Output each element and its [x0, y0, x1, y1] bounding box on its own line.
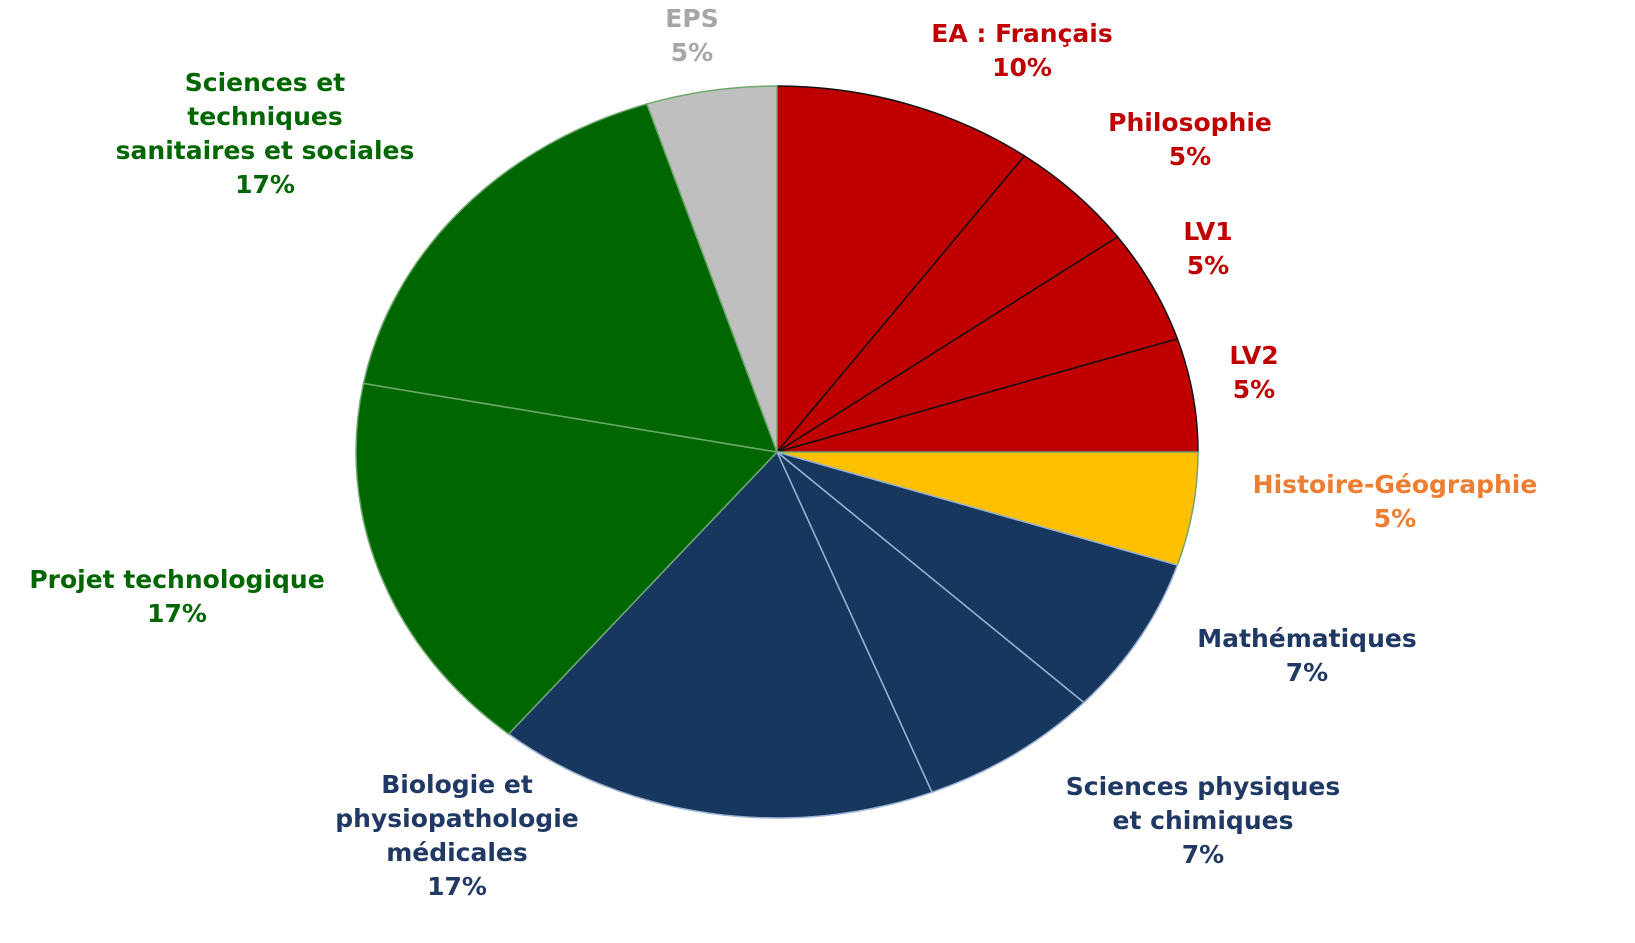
pie-slice	[776, 85, 1026, 455]
label-line: et chimiques	[1113, 806, 1294, 835]
pie-slice	[362, 103, 779, 453]
slice-percent: 7%	[1286, 658, 1328, 687]
label-line: physiopathologie	[335, 804, 578, 833]
slice-label: Sciences physiques et chimiques	[1066, 772, 1340, 835]
pie-slice	[507, 450, 934, 819]
pie-slice	[776, 451, 1086, 794]
label-line: Sciences et	[185, 68, 345, 97]
label-line: sanitaires et sociales	[116, 136, 415, 165]
slice-percent: 5%	[1374, 504, 1416, 533]
slice-label: Mathématiques	[1197, 624, 1416, 653]
slice-percent: 17%	[427, 872, 487, 901]
label-line: Sciences physiques	[1066, 772, 1340, 801]
pie-slice	[645, 85, 778, 453]
slice-label: Sciences et techniques sanitaires et socia…	[116, 68, 415, 165]
slice-percent: 5%	[1233, 375, 1275, 404]
label-line: LV2	[1229, 341, 1278, 370]
label-line: EA : Français	[931, 19, 1112, 48]
label-line: techniques	[187, 102, 342, 131]
slice-label: EA : Français	[931, 19, 1112, 48]
label-line: Mathématiques	[1197, 624, 1416, 653]
slice-percent: 7%	[1182, 840, 1224, 869]
slice-label: Histoire-Géographie	[1253, 470, 1538, 499]
slice-label: Philosophie	[1108, 108, 1272, 137]
slice-percent: 17%	[235, 170, 295, 199]
slice-percent: 5%	[1187, 251, 1229, 280]
slice-label: LV1	[1183, 217, 1232, 246]
slice-label: Projet technologique	[29, 565, 324, 594]
label-line: médicales	[386, 838, 528, 867]
label-line: Philosophie	[1108, 108, 1272, 137]
slice-percent: 10%	[992, 53, 1052, 82]
label-line: Histoire-Géographie	[1253, 470, 1538, 499]
slice-label: Biologie et physiopathologie médicales	[335, 770, 578, 867]
label-line: Projet technologique	[29, 565, 324, 594]
label-line: EPS	[665, 4, 718, 33]
pie-slice	[355, 382, 779, 735]
label-line: LV1	[1183, 217, 1232, 246]
slice-label: EPS	[665, 4, 718, 33]
slice-percent: 5%	[671, 38, 713, 67]
label-line: Biologie et	[381, 770, 533, 799]
pie-slice	[776, 451, 1179, 704]
slice-label: LV2	[1229, 341, 1278, 370]
slice-percent: 5%	[1169, 142, 1211, 171]
slice-percent: 17%	[147, 599, 207, 628]
